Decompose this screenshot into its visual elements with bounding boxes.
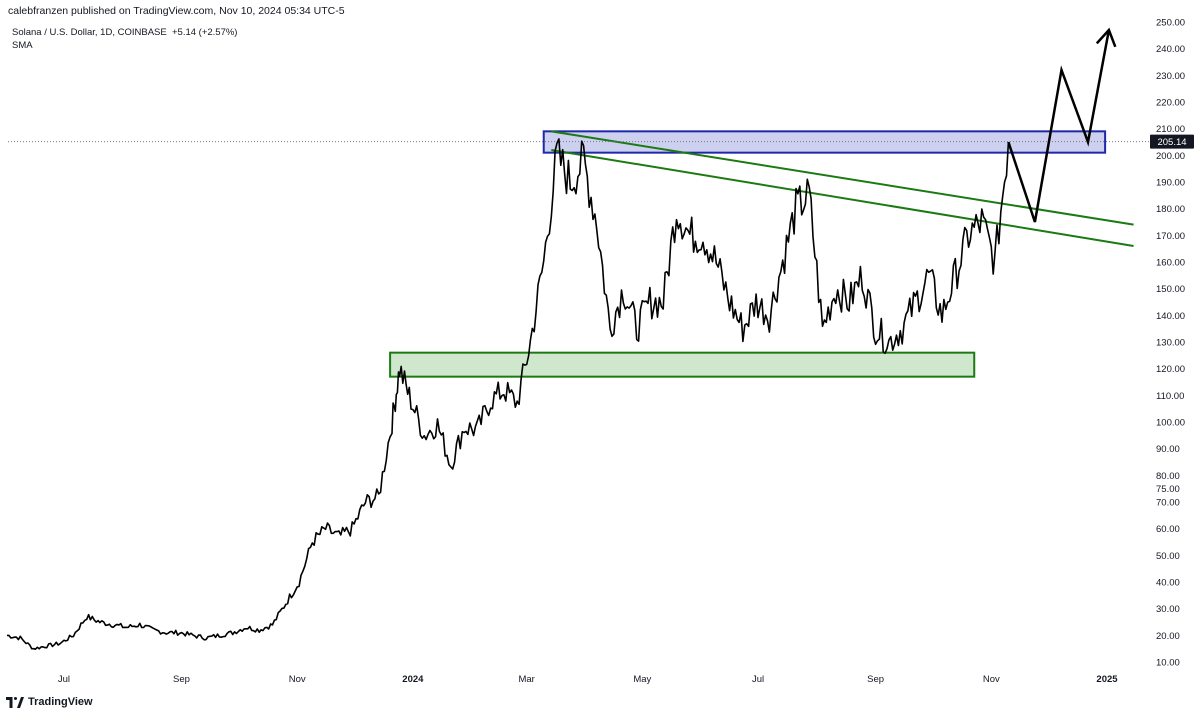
- price-line: [7, 138, 1010, 650]
- y-tick-label: 110.00: [1156, 391, 1184, 402]
- y-tick-label: 250.00: [1156, 18, 1185, 29]
- x-tick-label: Sep: [867, 674, 884, 685]
- y-tick-label: 60.00: [1156, 524, 1180, 535]
- series-lines: [7, 138, 1010, 650]
- y-tick-label: 75.00: [1156, 484, 1180, 495]
- y-tick-label: 100.00: [1156, 418, 1185, 429]
- x-tick-label: 2024: [402, 674, 424, 685]
- symbol-legend: Solana / U.S. Dollar, 1D, COINBASE +5.14…: [12, 26, 237, 52]
- y-tick-label: 210.00: [1156, 124, 1185, 135]
- y-tick-label: 220.00: [1156, 98, 1185, 109]
- y-tick-label: 70.00: [1156, 498, 1180, 509]
- x-axis: Jul Sep Nov 2024 Mar May Jul Sep Nov 2025: [58, 674, 1118, 685]
- indicator-label[interactable]: SMA: [12, 40, 33, 51]
- y-tick-label: 160.00: [1156, 258, 1185, 269]
- y-tick-label: 140.00: [1156, 311, 1185, 322]
- y-tick-label: 120.00: [1156, 364, 1185, 375]
- zones: [8, 130, 1150, 378]
- y-tick-label: 150.00: [1156, 284, 1185, 295]
- y-tick-label: 10.00: [1156, 658, 1180, 669]
- last-price-label: 205.14: [1157, 137, 1186, 148]
- y-tick-label: 50.00: [1156, 551, 1180, 562]
- x-tick-label: May: [633, 674, 651, 685]
- y-tick-label: 180.00: [1156, 204, 1185, 215]
- projection-arrowhead: [1095, 27, 1117, 48]
- price-chart[interactable]: 10.00 20.00 30.00 40.00 50.00 60.00 70.00 75.00…: [0, 0, 1200, 694]
- x-tick-label: Sep: [173, 674, 190, 685]
- x-tick-label: 2025: [1096, 674, 1118, 685]
- y-tick-label: 30.00: [1156, 604, 1180, 615]
- trendline-2: [551, 149, 1134, 247]
- support-zone: [389, 351, 976, 378]
- y-tick-label: 200.00: [1156, 151, 1185, 162]
- x-tick-label: Jul: [58, 674, 70, 685]
- y-tick-label: 240.00: [1156, 44, 1185, 55]
- projection-path: [1007, 29, 1111, 223]
- y-tick-label: 230.00: [1156, 71, 1185, 82]
- brand-name: TradingView: [28, 696, 93, 708]
- x-tick-label: Nov: [289, 674, 306, 685]
- y-tick-label: 170.00: [1156, 231, 1185, 242]
- y-axis: 10.00 20.00 30.00 40.00 50.00 60.00 70.00 75.00…: [1156, 18, 1185, 669]
- last-price-tag: [1150, 134, 1194, 149]
- overlay: 205.14: [1007, 27, 1194, 223]
- y-tick-label: 190.00: [1156, 178, 1185, 189]
- y-tick-label: 20.00: [1156, 631, 1180, 642]
- tradingview-logo-icon: [6, 696, 24, 708]
- symbol-name[interactable]: Solana / U.S. Dollar, 1D, COINBASE: [12, 27, 167, 38]
- y-tick-label: 130.00: [1156, 338, 1185, 349]
- y-tick-label: 80.00: [1156, 471, 1180, 482]
- publisher-line: calebfranzen published on TradingView.co…: [8, 5, 345, 17]
- x-tick-label: Jul: [752, 674, 764, 685]
- x-tick-label: Nov: [983, 674, 1000, 685]
- price-change: +5.14 (+2.57%): [171, 27, 238, 38]
- footer: TradingView: [6, 694, 93, 710]
- symbol-row: Solana / U.S. Dollar, 1D, COINBASE +5.14…: [12, 26, 237, 39]
- y-tick-label: 90.00: [1156, 444, 1180, 455]
- x-tick-label: Mar: [518, 674, 534, 685]
- y-tick-label: 40.00: [1156, 578, 1180, 589]
